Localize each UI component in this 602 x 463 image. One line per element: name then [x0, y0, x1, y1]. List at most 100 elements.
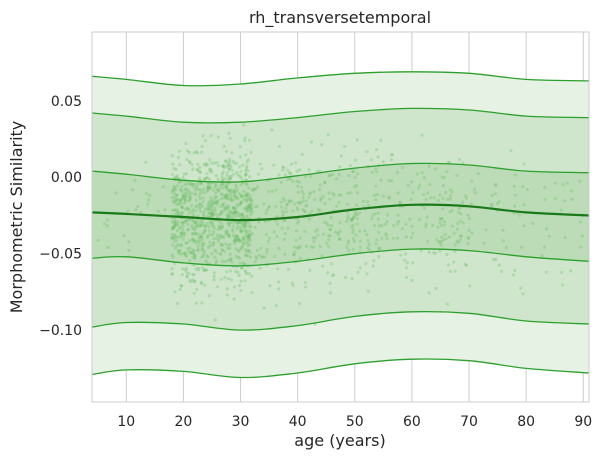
data-point	[218, 234, 222, 238]
data-point	[208, 186, 212, 190]
data-point	[201, 241, 205, 245]
data-point	[191, 248, 195, 252]
data-point	[346, 216, 350, 221]
data-point	[213, 185, 217, 190]
data-point	[206, 206, 210, 210]
data-point	[188, 195, 193, 199]
data-point	[255, 256, 259, 260]
data-point	[221, 186, 225, 190]
data-point	[337, 237, 341, 241]
data-point	[209, 168, 213, 172]
data-point	[248, 175, 252, 179]
data-point	[295, 169, 299, 173]
data-point	[193, 257, 197, 261]
data-point	[196, 162, 200, 166]
y-tick-label: −0.10	[39, 323, 82, 339]
data-point	[172, 167, 176, 171]
data-point	[219, 204, 223, 208]
data-point	[453, 269, 457, 273]
data-point	[233, 210, 237, 214]
data-point	[173, 225, 177, 229]
data-point	[440, 175, 444, 179]
data-point	[312, 240, 316, 244]
data-point	[238, 283, 242, 288]
data-point	[177, 249, 181, 253]
data-point	[354, 211, 358, 215]
data-point	[351, 228, 355, 232]
data-point	[292, 245, 297, 249]
data-point	[318, 188, 322, 192]
data-point	[226, 259, 230, 263]
data-point	[202, 178, 207, 182]
x-tick-label: 20	[174, 414, 192, 430]
data-point	[208, 205, 212, 209]
data-point	[446, 263, 451, 267]
x-axis: 10 20 30 40 50 60 70 80 90	[117, 414, 592, 430]
data-point	[244, 172, 248, 176]
data-point	[445, 170, 449, 174]
data-point	[170, 227, 174, 231]
data-point	[396, 191, 400, 195]
data-point	[188, 278, 192, 282]
data-point	[198, 170, 202, 175]
data-point	[219, 277, 223, 281]
data-point	[245, 216, 249, 220]
data-point	[211, 214, 215, 218]
data-point	[243, 248, 247, 252]
data-point	[215, 161, 219, 165]
centile-line-median	[92, 203, 589, 222]
data-point	[207, 201, 211, 205]
data-point	[291, 253, 296, 257]
data-point	[461, 200, 465, 205]
data-point	[339, 154, 343, 158]
data-point	[446, 197, 450, 201]
data-point	[176, 202, 181, 206]
data-point	[398, 200, 402, 205]
data-point	[274, 219, 278, 223]
data-point	[352, 169, 356, 173]
data-point	[482, 241, 486, 245]
data-point	[228, 246, 232, 250]
data-point	[185, 192, 189, 196]
data-point	[206, 255, 210, 259]
data-point	[179, 188, 183, 192]
data-point	[379, 178, 383, 182]
data-point	[200, 245, 204, 249]
data-point	[213, 201, 217, 205]
data-point	[246, 235, 250, 239]
data-point	[315, 228, 319, 232]
data-point	[195, 184, 199, 188]
data-point	[173, 236, 177, 241]
data-point	[187, 199, 191, 203]
data-point	[212, 278, 216, 282]
data-point	[191, 272, 195, 277]
data-point	[351, 216, 355, 220]
data-point	[207, 186, 211, 190]
data-point	[172, 240, 176, 244]
data-point	[444, 237, 448, 241]
data-point	[172, 200, 176, 204]
data-point	[208, 185, 212, 189]
data-point	[563, 235, 567, 239]
data-point	[445, 302, 449, 306]
data-point	[193, 279, 197, 283]
data-point	[348, 164, 352, 168]
data-point	[233, 236, 237, 240]
data-point	[197, 241, 201, 245]
data-point	[234, 254, 238, 258]
data-point	[332, 193, 336, 197]
data-point	[484, 228, 488, 232]
data-point	[206, 186, 211, 190]
data-point	[417, 217, 421, 221]
data-point	[210, 208, 214, 213]
data-point	[233, 210, 237, 214]
data-point	[243, 269, 247, 273]
data-point	[375, 170, 379, 174]
data-point	[429, 196, 433, 200]
data-point	[201, 223, 206, 227]
data-point	[204, 268, 208, 272]
data-point	[210, 202, 214, 207]
data-point	[283, 231, 287, 236]
data-point	[222, 196, 226, 200]
data-point	[463, 194, 468, 198]
